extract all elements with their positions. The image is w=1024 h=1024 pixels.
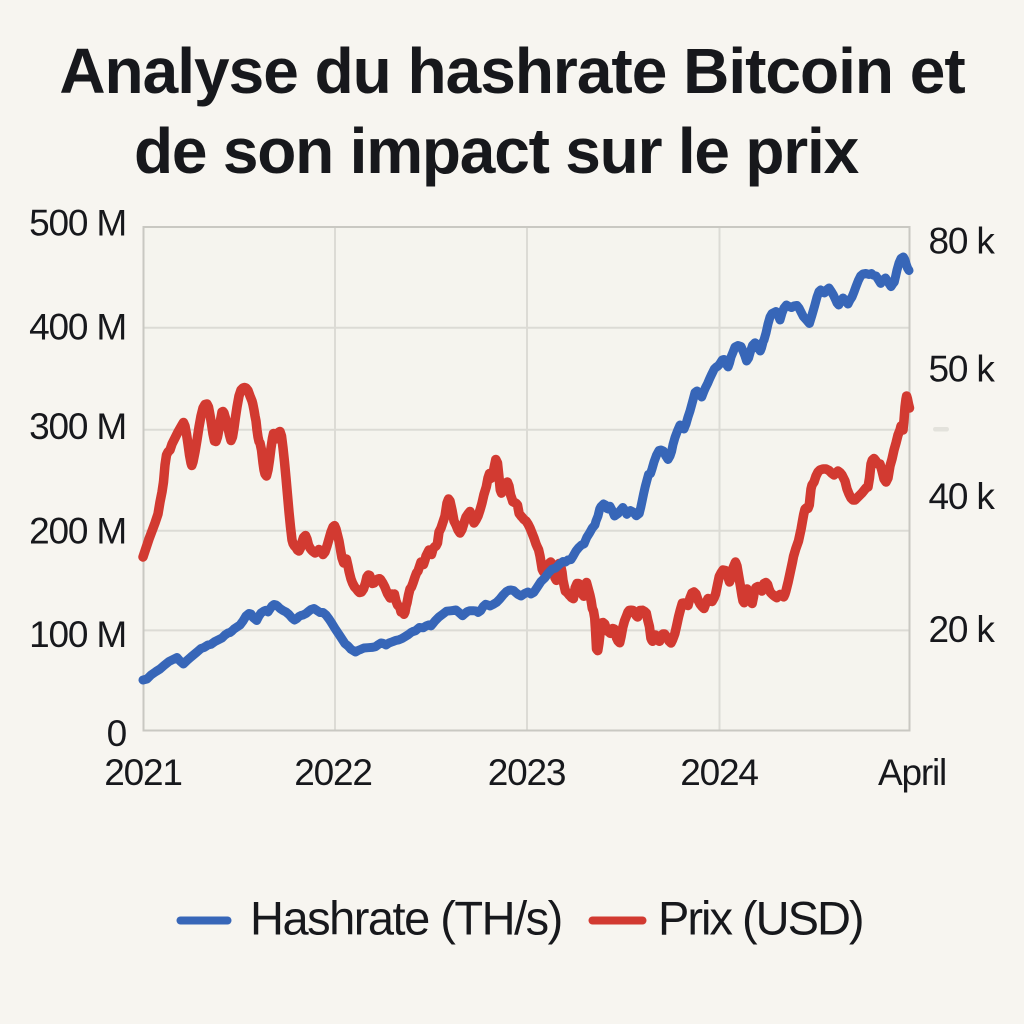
svg-text:200 M: 200 M xyxy=(29,511,126,552)
svg-text:40 k: 40 k xyxy=(929,476,996,517)
svg-text:500 M: 500 M xyxy=(29,203,126,244)
svg-text:Prix (USD): Prix (USD) xyxy=(658,892,863,945)
svg-text:100 M: 100 M xyxy=(29,614,126,655)
svg-text:de son impact sur le prix: de son impact sur le prix xyxy=(134,115,860,187)
svg-text:300 M: 300 M xyxy=(29,406,126,447)
svg-text:April: April xyxy=(878,752,946,793)
svg-text:2024: 2024 xyxy=(680,752,758,793)
svg-text:80 k: 80 k xyxy=(929,221,996,262)
svg-text:20 k: 20 k xyxy=(929,609,996,650)
svg-text:2022: 2022 xyxy=(294,752,372,793)
svg-text:Hashrate (TH/s): Hashrate (TH/s) xyxy=(250,892,562,945)
svg-text:2023: 2023 xyxy=(488,752,566,793)
svg-text:50 k: 50 k xyxy=(929,348,996,389)
svg-text:0: 0 xyxy=(107,713,127,754)
svg-text:Analyse du hashrate Bitcoin et: Analyse du hashrate Bitcoin et xyxy=(59,35,965,107)
svg-text:2021: 2021 xyxy=(104,752,182,793)
svg-text:400 M: 400 M xyxy=(29,306,126,347)
